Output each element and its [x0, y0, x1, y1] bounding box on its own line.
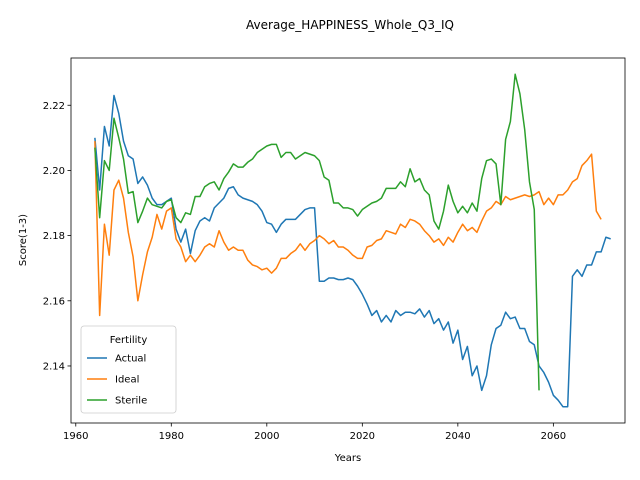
- axes-frame: [70, 57, 626, 424]
- legend: Fertility Actual Ideal Sterile: [80, 325, 177, 414]
- y-tick-label: 2.20: [43, 166, 65, 177]
- legend-title: Fertility: [110, 335, 148, 346]
- series-line-ideal: [94, 141, 602, 317]
- legend-entries: Actual Ideal Sterile: [87, 354, 147, 407]
- legend-label-sterile: Sterile: [115, 396, 147, 407]
- legend-box: [80, 325, 177, 414]
- y-axis-ticks: 2.14 2.16 2.18 2.20 2.22: [43, 101, 71, 372]
- x-tick-label: 1960: [63, 431, 88, 442]
- x-axis-ticks: 1960 1980 2000 2020 2040 2060: [63, 423, 566, 442]
- x-tick-label: 2000: [254, 431, 279, 442]
- x-axis-label: Years: [334, 453, 361, 464]
- series-line-sterile: [94, 73, 540, 391]
- y-tick-label: 2.14: [43, 361, 65, 372]
- series-line-actual: [94, 94, 611, 408]
- y-tick-label: 2.18: [43, 231, 65, 242]
- y-axis-label: Score(1-3): [18, 214, 29, 266]
- x-tick-label: 2060: [541, 431, 566, 442]
- legend-label-ideal: Ideal: [115, 375, 139, 386]
- chart-title: Average_HAPPINESS_Whole_Q3_IQ: [246, 18, 454, 32]
- x-tick-label: 1980: [159, 431, 184, 442]
- y-tick-label: 2.22: [43, 101, 65, 112]
- y-tick-label: 2.16: [43, 296, 65, 307]
- legend-label-actual: Actual: [115, 354, 146, 365]
- x-tick-label: 2020: [350, 431, 375, 442]
- series-lines: [94, 73, 611, 408]
- x-tick-label: 2040: [445, 431, 470, 442]
